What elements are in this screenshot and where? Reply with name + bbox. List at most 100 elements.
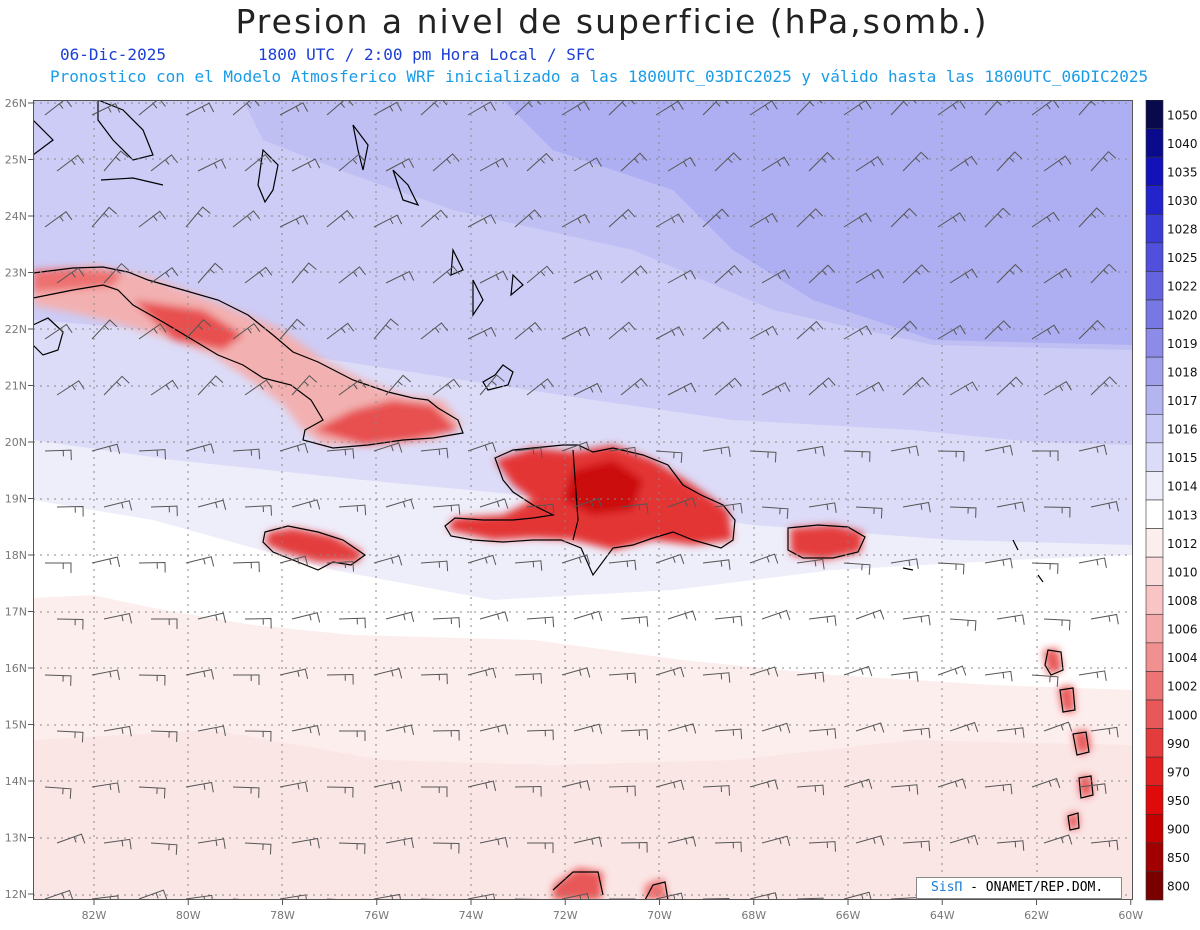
wind-barb (949, 155, 978, 172)
wind-barb (421, 786, 448, 797)
wind-barb (1090, 613, 1119, 625)
lat-label: 23N (5, 267, 27, 280)
wind-barb (902, 727, 931, 739)
wind-barb (855, 268, 884, 284)
wind-barb (279, 781, 308, 792)
wind-barb (151, 618, 178, 629)
wind-barb (855, 381, 885, 396)
colorbar-swatch (1145, 813, 1164, 844)
wind-barb (996, 614, 1025, 625)
lon-label: 76W (364, 909, 389, 922)
wind-barb (843, 325, 872, 340)
lon-label: 72W (553, 909, 578, 922)
wind-barb (620, 265, 648, 284)
lat-label: 17N (5, 606, 27, 619)
wind-barb (1090, 839, 1119, 851)
wind-barb (232, 448, 261, 460)
wind-barb (185, 206, 211, 228)
colorbar-swatch (1145, 756, 1164, 787)
colorbar-swatch (1145, 499, 1164, 529)
lon-label: 70W (647, 909, 672, 922)
wind-barb (373, 318, 399, 340)
wind-barb (573, 157, 602, 172)
wind-barb (714, 377, 742, 396)
colorbar-swatch (1145, 213, 1164, 244)
colorbar-level: 1010 (1167, 565, 1198, 579)
colorbar-level: 1016 (1167, 423, 1198, 437)
wind-barb (620, 377, 648, 396)
wind-barb (527, 842, 554, 853)
wind-barb (420, 560, 449, 572)
wind-barb (902, 501, 931, 513)
wind-barb (561, 326, 591, 340)
credit-brand: SisΠ (931, 880, 963, 895)
wind-barb (197, 838, 226, 849)
colorbar-swatch (1145, 156, 1164, 187)
wind-barb (996, 151, 1023, 172)
wind-barb (855, 722, 885, 733)
wind-barb (138, 562, 166, 573)
lat-label: 20N (5, 436, 27, 449)
wind-barb (655, 666, 685, 678)
wind-barb (761, 269, 790, 284)
wind-barb (526, 616, 555, 628)
wind-barb (197, 262, 223, 284)
wind-barb (561, 667, 591, 678)
wind-barb (608, 321, 636, 340)
wind-barb (56, 730, 84, 743)
wind-barb (796, 445, 825, 457)
wind-barb (702, 785, 730, 796)
colorbar-level: 1025 (1167, 251, 1198, 265)
wind-barb (103, 500, 133, 511)
wind-barb (796, 208, 824, 228)
wind-barb (1031, 324, 1060, 340)
colorbar-level: 1035 (1167, 165, 1198, 179)
wind-barb (244, 618, 272, 629)
wind-barb (702, 446, 731, 457)
wind-barb (338, 266, 367, 284)
wind-barb (890, 207, 917, 228)
wind-barb (150, 267, 179, 284)
lat-label: 15N (5, 719, 27, 732)
wind-barb (843, 665, 873, 677)
wind-barb (467, 667, 497, 679)
wind-barb (467, 554, 497, 566)
wind-barb (373, 668, 403, 679)
wind-barb (91, 556, 121, 568)
colorbar-swatch (1145, 185, 1164, 215)
wind-barb (467, 214, 497, 228)
wind-barb (1078, 319, 1105, 340)
wind-barb (1043, 380, 1072, 396)
wind-barb (326, 209, 354, 228)
colorbar-level: 1004 (1167, 651, 1198, 665)
lat-label: 18N (5, 549, 27, 562)
wind-barb (890, 320, 918, 340)
wind-barb (138, 889, 168, 900)
wind-barb (667, 497, 697, 508)
wind-barb (103, 150, 129, 172)
wind-barb (1031, 674, 1059, 687)
wind-barb (526, 152, 554, 172)
map-title: Presion a nivel de superficie (hPa,somb.… (235, 2, 989, 41)
wind-barb (761, 722, 791, 734)
wind-barb (150, 154, 179, 172)
wind-barb (185, 318, 212, 340)
colorbar-level: 1014 (1167, 480, 1198, 494)
wind-barb (514, 321, 542, 340)
wind-barb (232, 323, 261, 340)
wind-barb (761, 382, 791, 396)
colorbar-level: 1002 (1167, 680, 1198, 694)
wind-barb (103, 838, 132, 850)
wind-barb (949, 721, 979, 733)
wind-barb (91, 669, 120, 680)
wind-barb (996, 501, 1025, 512)
colorbar-level: 990 (1167, 737, 1190, 751)
colorbar-level: 1040 (1167, 137, 1198, 151)
colorbar-level: 1020 (1167, 308, 1198, 322)
wind-barb (937, 665, 967, 676)
wind-barb (714, 264, 742, 284)
wind-barb (561, 213, 591, 228)
wind-barb (749, 779, 779, 790)
wind-barb (279, 102, 309, 116)
wind-barb (185, 781, 214, 793)
